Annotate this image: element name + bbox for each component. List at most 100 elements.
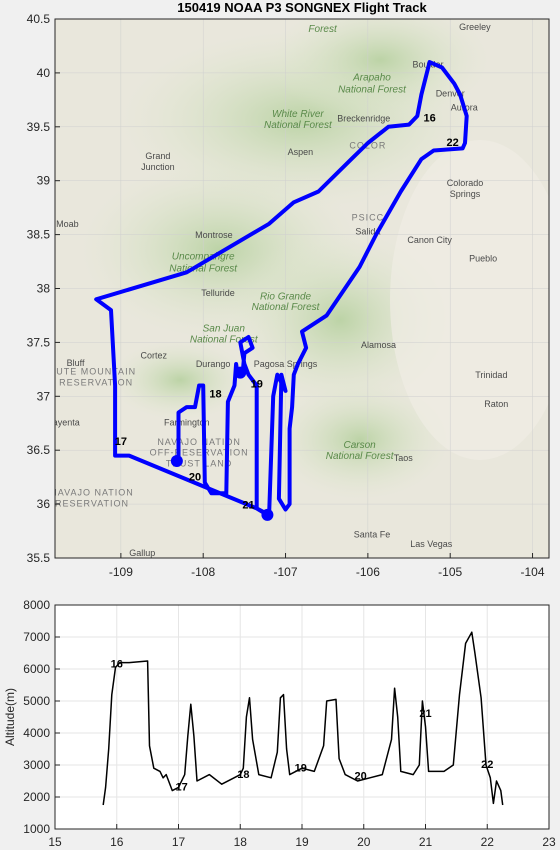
altitude-y-tick-label: 4000 (23, 726, 50, 740)
altitude-hour-label: 20 (355, 770, 367, 782)
map-place-label: Kayenta (47, 417, 80, 427)
track-marker (234, 366, 247, 379)
map-place-label: San Juan (203, 324, 246, 335)
altitude-x-tick-label: 16 (110, 835, 124, 849)
map-lat-tick-label: 39.5 (27, 120, 51, 134)
map-hour-label: 18 (209, 388, 221, 400)
altitude-hour-label: 17 (175, 782, 187, 794)
map-hour-label: 20 (189, 471, 201, 483)
map-place-label: Raton (484, 399, 508, 409)
map-place-label: Rio Grande (260, 291, 312, 302)
altitude-x-tick-label: 21 (419, 835, 433, 849)
altitude-x-tick-label: 17 (172, 835, 186, 849)
altitude-x-tick-label: 18 (234, 835, 248, 849)
altitude-x-tick-label: 22 (481, 835, 495, 849)
map-place-label: NAVAJO NATION (50, 487, 134, 497)
map-place-label: Gallup (129, 548, 155, 558)
map-hour-labels: 16 22 17 18 19 20 21 (115, 112, 459, 511)
altitude-x-ticks: 15 16 17 18 19 20 21 22 23 (48, 824, 556, 849)
map-place-label: Trinidad (475, 370, 507, 380)
map-hour-label: 22 (447, 137, 459, 149)
map-hour-label: 19 (251, 379, 263, 391)
altitude-y-tick-label: 7000 (23, 630, 50, 644)
map-place-label: Forest (308, 24, 338, 35)
map-place-label: Pagosa Springs (254, 359, 318, 369)
map-place-label: Alamosa (361, 340, 396, 350)
altitude-line (102, 631, 504, 806)
altitude-hour-label: 19 (295, 762, 307, 774)
altitude-y-ticks: 1000 2000 3000 4000 5000 6000 7000 8000 (23, 598, 60, 836)
map-place-label: Denver (436, 89, 465, 99)
altitude-hour-label: 21 (419, 708, 431, 720)
map-place-label: Grand (145, 151, 170, 161)
map-lon-tick-label: -104 (521, 565, 545, 579)
map-place-label: NAVAJO NATION (157, 437, 241, 447)
map-place-label: National Forest (326, 451, 395, 462)
map-place-label: National Forest (169, 263, 238, 274)
map-place-label: Cortez (141, 351, 168, 361)
map-lon-tick-label: -107 (274, 565, 298, 579)
map-hour-label: 21 (242, 499, 254, 511)
altitude-series (102, 631, 504, 806)
map-place-label: Springs (450, 189, 481, 199)
map-place-label: OFF-RESERVATION (150, 448, 249, 458)
altitude-x-tick-label: 19 (295, 835, 309, 849)
map-place-label: Telluride (201, 288, 235, 298)
map-place-label: Santa Fe (354, 530, 391, 540)
altitude-hour-label: 18 (237, 769, 249, 781)
map-place-label: National Forest (264, 120, 333, 131)
map-title: 150419 NOAA P3 SONGNEX Flight Track (177, 0, 427, 15)
map-place-label: UTE MOUNTAIN (56, 367, 136, 377)
map-place-label: Junction (141, 162, 175, 172)
track-marker (170, 454, 183, 467)
map-lat-tick-label: 40 (37, 66, 51, 80)
map-place-label: Montrose (195, 230, 233, 240)
map-lat-tick-label: 37.5 (27, 335, 51, 349)
track-marker (261, 508, 274, 521)
map-place-label: Greeley (459, 22, 491, 32)
flight-track (94, 60, 469, 521)
map-lat-tick-label: 35.5 (27, 551, 51, 565)
map-lat-tick-label: 36 (37, 497, 51, 511)
map-lat-tick-label: 40.5 (27, 12, 51, 26)
map-place-label: Pueblo (469, 254, 497, 264)
map-lat-tick-label: 38 (37, 282, 51, 296)
flight-track-line (94, 60, 469, 517)
altitude-y-tick-label: 5000 (23, 694, 50, 708)
map-place-label: Taos (394, 453, 414, 463)
altitude-hour-label: 22 (481, 759, 493, 771)
altitude-y-tick-label: 3000 (23, 758, 50, 772)
altitude-panel[interactable]: 16 17 18 19 20 21 22 15 16 17 18 19 20 21 22 23 1000 20… (3, 598, 556, 849)
map-lon-tick-label: -105 (438, 565, 462, 579)
map-place-label: National Forest (190, 334, 259, 345)
map-place-label: Arapaho (352, 72, 391, 83)
map-lat-tick-label: 37 (37, 389, 51, 403)
altitude-x-tick-label: 23 (542, 835, 556, 849)
map-place-label: PSICC (352, 213, 385, 223)
map-place-label: Bluff (67, 358, 85, 368)
map-hour-label: 16 (423, 112, 435, 124)
map-lat-tick-label: 38.5 (27, 228, 51, 242)
map-place-label: Breckenridge (337, 113, 390, 123)
map-lon-tick-label: -106 (356, 565, 380, 579)
map-place-label: White River (272, 109, 324, 120)
map-place-label: Las Vegas (410, 539, 453, 549)
altitude-x-tick-label: 15 (48, 835, 62, 849)
altitude-y-tick-label: 8000 (23, 598, 50, 612)
map-place-label: Uncompahgre (172, 251, 235, 262)
map-place-label: Salida (355, 227, 380, 237)
map-place-label: Aspen (288, 147, 314, 157)
map-lon-tick-label: -109 (109, 565, 133, 579)
altitude-x-tick-label: 20 (357, 835, 371, 849)
map-place-label: Farmington (164, 417, 210, 427)
map-lat-ticks: 40.5 40 39.5 39 38.5 38 37.5 37 36.5 36 35.5 (27, 12, 60, 565)
altitude-hour-labels: 16 17 18 19 20 21 22 (111, 658, 494, 793)
map-place-label: Moab (56, 219, 79, 229)
altitude-y-tick-label: 1000 (23, 822, 50, 836)
altitude-y-tick-label: 6000 (23, 662, 50, 676)
map-place-label: Carson (344, 440, 377, 451)
map-place-label: RESERVATION (59, 378, 133, 388)
map-lon-ticks: -109 -108 -107 -106 -105 -104 (109, 553, 545, 579)
